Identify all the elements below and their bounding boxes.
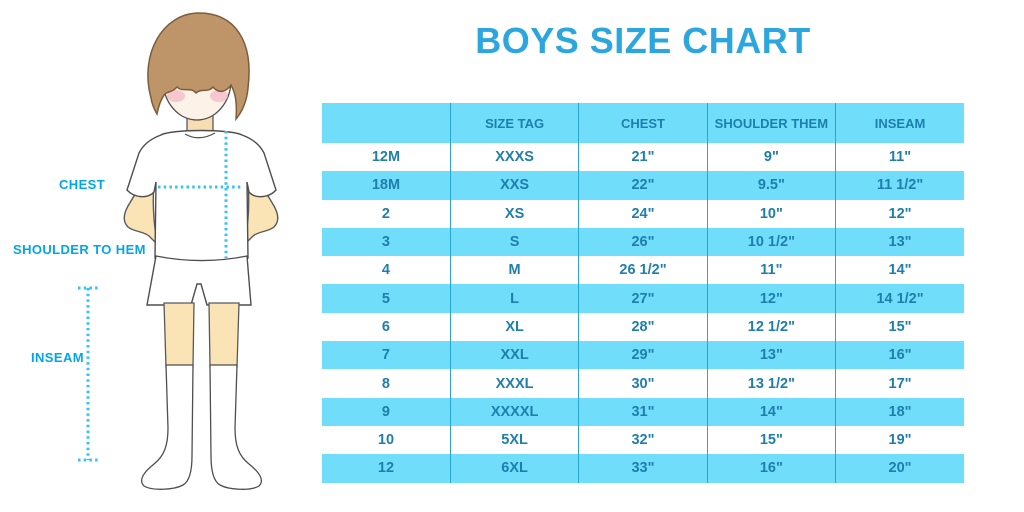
table-cell: 19" bbox=[835, 425, 964, 455]
boy-leg-left bbox=[163, 302, 195, 368]
boy-cheek-right bbox=[210, 90, 228, 102]
column-header: SHOULDER THEM bbox=[706, 103, 836, 143]
table-cell: XL bbox=[449, 312, 579, 342]
table-cell: 5 bbox=[322, 284, 451, 313]
boy-leg-right bbox=[208, 302, 240, 368]
header-row: SIZE TAG CHEST SHOULDER THEM INSEAM bbox=[322, 103, 964, 143]
table-cell: 20" bbox=[835, 454, 964, 483]
table-cell: XXL bbox=[449, 341, 579, 370]
boy-hair bbox=[147, 12, 250, 122]
table-cell: 12 1/2" bbox=[706, 312, 836, 342]
table-row: 18M XXS 22" 9.5" 11 1/2" bbox=[322, 171, 964, 200]
table-cell: 11" bbox=[835, 143, 964, 172]
table-cell: 9.5" bbox=[706, 171, 836, 200]
table-cell: M bbox=[449, 256, 579, 285]
table-cell: 31" bbox=[578, 397, 708, 426]
table-cell: 15" bbox=[706, 425, 836, 455]
table-row: 12M XXXS 21" 9" 11" bbox=[322, 143, 964, 172]
table-cell: 30" bbox=[578, 369, 708, 398]
table-cell: 22" bbox=[578, 171, 708, 200]
table-row: 12 6XL 33" 16" 20" bbox=[322, 454, 964, 483]
table-cell: XS bbox=[449, 199, 579, 228]
table-cell: 6XL bbox=[449, 454, 579, 483]
size-chart-table: SIZE TAG CHEST SHOULDER THEM INSEAM 12M XXXS… bbox=[322, 103, 964, 483]
table-cell: 16" bbox=[706, 454, 836, 483]
column-header: INSEAM bbox=[835, 103, 964, 143]
table-row: 10 5XL 32" 15" 19" bbox=[322, 425, 964, 455]
table-cell: XXXL bbox=[449, 369, 579, 398]
table-cell: 8 bbox=[381, 375, 390, 392]
table-cell: 24" bbox=[578, 199, 708, 228]
table-cell: 32" bbox=[578, 425, 708, 455]
table-cell: 16" bbox=[835, 341, 964, 370]
table-cell: 15" bbox=[835, 312, 964, 342]
table-cell: 17" bbox=[835, 369, 964, 398]
table-cell: 12" bbox=[835, 199, 964, 228]
table-cell: 18" bbox=[835, 397, 964, 426]
boy-shorts bbox=[146, 255, 252, 306]
table-cell: 9 bbox=[322, 397, 451, 426]
table-cell: 12" bbox=[706, 284, 836, 313]
table-cell: 6 bbox=[381, 318, 390, 335]
column-header: SIZE TAG bbox=[449, 103, 579, 143]
inseam-label: INSEAM bbox=[31, 350, 84, 365]
table-cell: 12 bbox=[322, 454, 451, 483]
table-cell: 13 1/2" bbox=[706, 369, 836, 398]
boy-tshirt bbox=[126, 129, 277, 263]
table-cell: 28" bbox=[578, 312, 708, 342]
table-cell: 13" bbox=[706, 341, 836, 370]
table-cell: 11 1/2" bbox=[835, 171, 964, 200]
table-row: 9 XXXXL 31" 14" 18" bbox=[322, 397, 964, 426]
table-cell: 14" bbox=[706, 397, 836, 426]
table-cell: 11" bbox=[706, 256, 836, 285]
boy-illustration bbox=[78, 12, 279, 490]
table-cell: XXS bbox=[449, 171, 579, 200]
table-cell: 33" bbox=[578, 454, 708, 483]
column-header: CHEST bbox=[578, 103, 708, 143]
shoulder-to-hem-label: SHOULDER TO HEM bbox=[13, 242, 146, 257]
boy-sock-left bbox=[140, 364, 194, 490]
table-cell: 7 bbox=[322, 341, 451, 370]
boy-cheek-left bbox=[167, 90, 185, 102]
table-cell: 14 1/2" bbox=[835, 284, 964, 313]
table-cell: 10 1/2" bbox=[706, 227, 836, 257]
table-cell: 21" bbox=[578, 143, 708, 172]
column-header bbox=[322, 103, 451, 143]
inseam-measure-line bbox=[78, 286, 99, 462]
boy-sock-right bbox=[209, 364, 263, 490]
table-cell: 10 bbox=[377, 432, 395, 449]
size-chart-body: 12M XXXS 21" 9" 11" 18M XXS 22" 9.5" 11 1/2" 2 XS 24… bbox=[322, 143, 964, 483]
table-row: 6 XL 28" 12 1/2" 15" bbox=[322, 312, 964, 342]
table-cell: 10" bbox=[706, 199, 836, 228]
table-row: 5 L 27" 12" 14 1/2" bbox=[322, 284, 964, 313]
table-cell: 5XL bbox=[449, 425, 579, 455]
table-cell: L bbox=[449, 284, 579, 313]
table-row: 3 S 26" 10 1/2" 13" bbox=[322, 227, 964, 257]
table-cell: S bbox=[449, 227, 579, 257]
table-cell: XXXS bbox=[449, 143, 579, 172]
chest-label: CHEST bbox=[59, 177, 106, 192]
table-cell: 3 bbox=[322, 227, 451, 257]
table-row: 4 M 26 1/2" 11" 14" bbox=[322, 256, 964, 285]
table-cell: XXXXL bbox=[449, 397, 579, 426]
page-title: BOYS SIZE CHART bbox=[475, 20, 811, 61]
table-cell: 14" bbox=[835, 256, 964, 285]
boy-tshirt-collar bbox=[184, 132, 216, 139]
table-cell: 27" bbox=[578, 284, 708, 313]
size-chart-header: SIZE TAG CHEST SHOULDER THEM INSEAM bbox=[322, 103, 964, 143]
table-cell: 4 bbox=[381, 262, 390, 279]
table-row: 2 XS 24" 10" 12" bbox=[322, 199, 964, 228]
table-row: 7 XXL 29" 13" 16" bbox=[322, 341, 964, 370]
table-cell: 2 bbox=[381, 205, 390, 222]
table-cell: 9" bbox=[706, 143, 836, 172]
table-row: 8 XXXL 30" 13 1/2" 17" bbox=[322, 369, 964, 398]
table-cell: 12M bbox=[371, 149, 401, 166]
table-cell: 13" bbox=[835, 227, 964, 257]
table-cell: 26" bbox=[578, 227, 708, 257]
table-cell: 29" bbox=[578, 341, 708, 370]
table-cell: 18M bbox=[322, 171, 451, 200]
table-cell: 26 1/2" bbox=[578, 256, 708, 285]
